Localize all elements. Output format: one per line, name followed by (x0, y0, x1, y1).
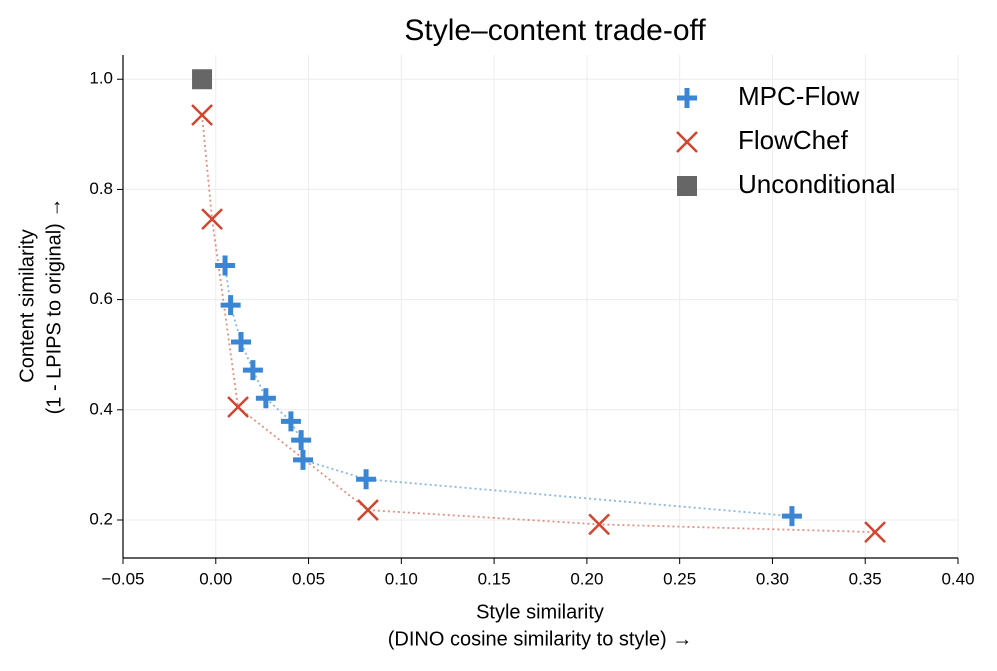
x-tick-label: 0.05 (292, 569, 325, 588)
point (215, 255, 236, 276)
x-tick-label: 0.00 (199, 569, 232, 588)
x-tick-label: 0.10 (385, 569, 418, 588)
legend-marker (677, 88, 697, 108)
point (781, 506, 802, 527)
point (864, 521, 886, 543)
point (201, 208, 223, 231)
x-tick-label: 0.15 (478, 569, 511, 588)
point (280, 411, 301, 432)
legend-marker (676, 131, 698, 153)
point (291, 430, 312, 451)
y-axis-label: Content similarity (16, 229, 38, 382)
x-axis-label: Style similarity (476, 601, 604, 623)
legend-label: MPC-Flow (738, 81, 860, 111)
x-tick-label: 0.20 (570, 569, 603, 588)
x-tick-label: 0.40 (941, 569, 974, 588)
x-tick-label: 0.35 (849, 569, 882, 588)
y-tick-label: 0.2 (89, 509, 113, 528)
y-axis-label: (1 - LPIPS to original) → (43, 198, 65, 415)
y-tick-label: 0.8 (89, 179, 113, 198)
x-axis-label: (DINO cosine similarity to style) → (388, 628, 693, 650)
plot-area (191, 69, 886, 543)
chart-title: Style–content trade-off (404, 14, 706, 47)
y-axis-label-group: Content similarity (1 - LPIPS to origina… (16, 198, 65, 415)
x-tick-label: 0.25 (663, 569, 696, 588)
legend-marker (677, 176, 697, 196)
point (255, 388, 276, 409)
legend-label: Unconditional (738, 169, 896, 199)
y-tick-label: 0.4 (89, 399, 113, 418)
x-tick-label: 0.30 (756, 569, 789, 588)
y-tick-label: 1.0 (89, 69, 113, 88)
point (231, 332, 252, 353)
point (588, 513, 611, 536)
point (357, 499, 379, 521)
point (292, 449, 313, 470)
point (191, 104, 213, 126)
point (220, 295, 241, 316)
x-tick-label: −0.05 (101, 569, 144, 588)
point (242, 360, 263, 381)
legend-label: FlowChef (738, 125, 849, 155)
point (192, 69, 213, 90)
point (227, 396, 249, 418)
point (356, 469, 377, 490)
y-tick-label: 0.6 (89, 289, 113, 308)
series-line (224, 265, 793, 518)
